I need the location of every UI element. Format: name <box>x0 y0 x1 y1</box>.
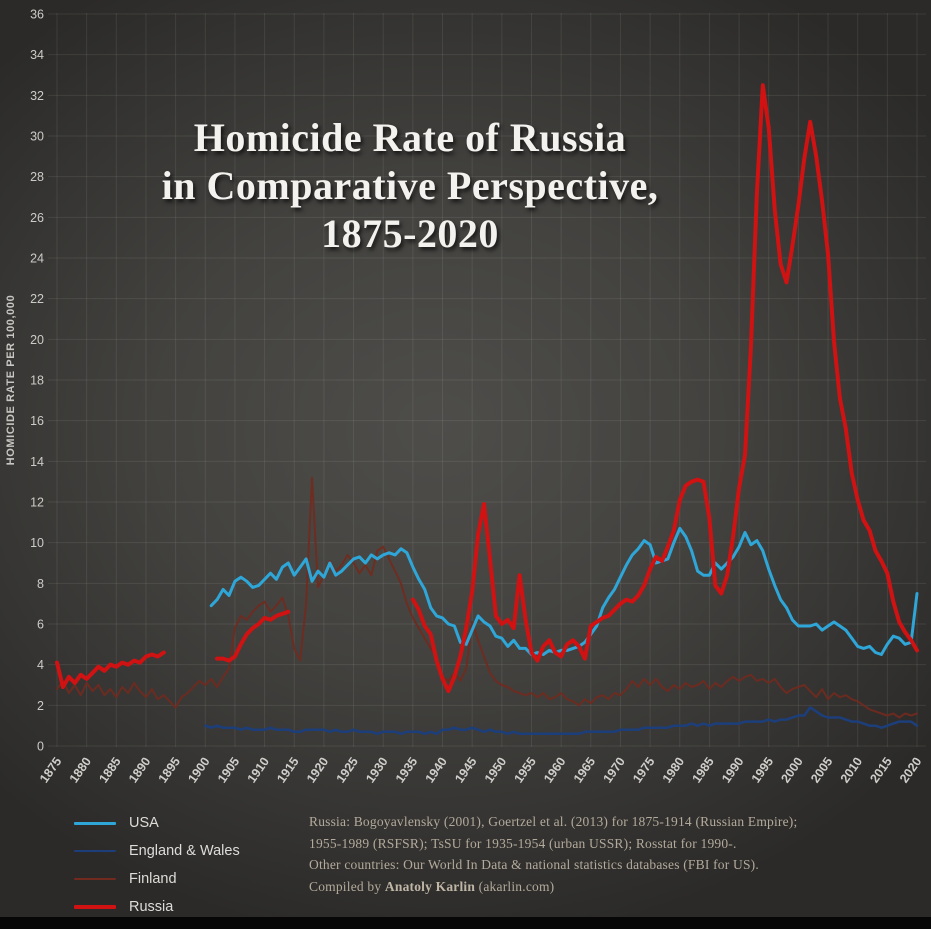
svg-text:1895: 1895 <box>156 755 183 786</box>
svg-text:6: 6 <box>37 618 44 632</box>
finland-line-swatch-icon <box>74 878 116 880</box>
legend-row-usa: USA <box>74 813 240 833</box>
svg-text:1945: 1945 <box>452 755 479 786</box>
series-line-usa <box>209 526 919 656</box>
series-line-england-wales <box>204 706 919 736</box>
usa-line-swatch-icon <box>74 821 116 825</box>
chart-title-line-1: Homicide Rate of Russia <box>193 115 627 160</box>
series-line-russia <box>55 650 166 689</box>
svg-text:1935: 1935 <box>393 755 420 786</box>
england-wales-line-swatch-icon <box>74 849 116 853</box>
svg-text:1985: 1985 <box>689 755 716 786</box>
legend-row-finland: Finland <box>74 869 240 889</box>
svg-text:1925: 1925 <box>334 755 361 786</box>
svg-text:1955: 1955 <box>512 755 539 786</box>
svg-text:4: 4 <box>37 658 44 672</box>
svg-text:1920: 1920 <box>304 755 331 786</box>
bottom-black-bar <box>0 917 931 929</box>
svg-text:20: 20 <box>30 333 44 347</box>
svg-text:2010: 2010 <box>838 755 865 786</box>
source-note-line-2: 1955-1989 (RSFSR); TsSU for 1935-1954 (u… <box>309 835 737 851</box>
svg-text:36: 36 <box>30 8 44 22</box>
svg-text:34: 34 <box>30 48 44 62</box>
svg-text:16: 16 <box>30 414 44 428</box>
svg-text:32: 32 <box>30 89 44 103</box>
svg-text:1880: 1880 <box>67 755 94 786</box>
svg-text:1885: 1885 <box>96 755 123 786</box>
svg-text:2015: 2015 <box>867 755 894 786</box>
svg-text:1950: 1950 <box>482 755 509 786</box>
legend-row-russia: Russia <box>74 897 240 917</box>
svg-text:1975: 1975 <box>630 755 657 786</box>
svg-text:24: 24 <box>30 252 44 266</box>
source-note-line-4: Compiled by Anatoly Karlin (akarlin.com) <box>309 878 555 894</box>
svg-text:1940: 1940 <box>423 755 450 786</box>
svg-text:1875: 1875 <box>37 755 64 786</box>
svg-text:22: 22 <box>30 292 44 306</box>
svg-text:1995: 1995 <box>749 755 776 786</box>
y-axis-title: HOMICIDE RATE PER 100,000 <box>5 295 17 466</box>
legend: USA England & Wales Finland Russia <box>74 813 240 917</box>
svg-text:1970: 1970 <box>600 755 627 786</box>
svg-text:30: 30 <box>30 130 44 144</box>
russia-line-swatch-icon <box>74 905 116 909</box>
svg-text:1980: 1980 <box>660 755 687 786</box>
svg-text:8: 8 <box>37 577 44 591</box>
legend-label-england-wales: England & Wales <box>129 843 240 859</box>
series-lines <box>55 83 919 736</box>
svg-text:0: 0 <box>37 740 44 754</box>
svg-text:2020: 2020 <box>897 755 924 786</box>
svg-text:1990: 1990 <box>719 755 746 786</box>
svg-text:26: 26 <box>30 211 44 225</box>
chart-title-line-3: 1875-2020 <box>321 211 499 256</box>
chart-title-line-2: in Comparative Perspective, <box>161 163 659 208</box>
svg-text:2005: 2005 <box>808 755 835 786</box>
legend-label-finland: Finland <box>129 871 177 887</box>
svg-text:12: 12 <box>30 496 44 510</box>
svg-text:28: 28 <box>30 170 44 184</box>
svg-text:1910: 1910 <box>245 755 272 786</box>
svg-text:1890: 1890 <box>126 755 153 786</box>
source-note-line-1: Russia: Bogoyavlensky (2001), Goertzel e… <box>309 814 798 829</box>
svg-text:2000: 2000 <box>778 755 805 786</box>
svg-text:1930: 1930 <box>363 755 390 786</box>
legend-label-russia: Russia <box>129 899 174 915</box>
svg-text:2: 2 <box>37 699 44 713</box>
series-line-finland <box>56 476 918 719</box>
svg-text:1915: 1915 <box>274 755 301 786</box>
svg-text:10: 10 <box>30 536 44 550</box>
svg-text:1960: 1960 <box>541 755 568 786</box>
source-notes: Russia: Bogoyavlensky (2001), Goertzel e… <box>309 811 924 897</box>
svg-text:18: 18 <box>30 374 44 388</box>
source-note-line-3: Other countries: Our World In Data & nat… <box>309 857 759 872</box>
series-line-russia <box>410 83 919 694</box>
chart-title: Homicide Rate of Russia in Comparative P… <box>95 114 725 258</box>
legend-row-england-wales: England & Wales <box>74 841 240 861</box>
svg-text:14: 14 <box>30 455 44 469</box>
legend-label-usa: USA <box>129 815 159 831</box>
x-axis-tick-labels: 1875 1880 1885 1890 1895 1900 1905 1910 1915 1920… <box>37 755 924 786</box>
author-name: Anatoly Karlin <box>384 878 476 894</box>
series-line-russia <box>215 609 291 663</box>
svg-text:1965: 1965 <box>571 755 598 786</box>
svg-text:1905: 1905 <box>215 755 242 786</box>
svg-text:1900: 1900 <box>185 755 212 786</box>
gridlines <box>48 13 926 747</box>
